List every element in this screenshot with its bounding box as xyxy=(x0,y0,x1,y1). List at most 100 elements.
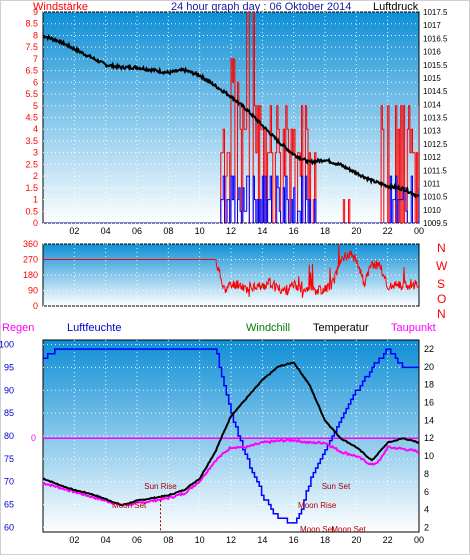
tick-label-direction: 270 xyxy=(23,255,38,265)
tick-label-humidity: 95 xyxy=(4,362,14,372)
tick-label-right: 1013 xyxy=(423,127,441,136)
tick-label-humidity: 80 xyxy=(4,431,14,441)
tick-label-right: 1011 xyxy=(423,179,441,188)
tick-label-right: 1014.5 xyxy=(423,87,448,96)
tick-label-x: 04 xyxy=(101,226,111,236)
tick-label-x: 16 xyxy=(289,535,299,545)
tick-label-x: 22 xyxy=(383,226,393,236)
tick-label-left: 2.5 xyxy=(25,159,38,169)
tick-label-left: 1 xyxy=(33,195,38,205)
tick-label-left: 1.5 xyxy=(25,183,38,193)
tick-label-right: 1015.5 xyxy=(423,61,448,70)
tick-label-x: 06 xyxy=(132,226,142,236)
astro-label: Moon Set xyxy=(300,525,335,534)
tick-label-right: 1016.5 xyxy=(423,34,448,43)
compass-s: S xyxy=(437,277,445,291)
tick-label-right: 1017 xyxy=(423,21,441,30)
series-temperature xyxy=(43,361,419,506)
astro-label: Moon Set xyxy=(112,501,147,510)
tick-label-x: 16 xyxy=(289,226,299,236)
tick-label-right: 1015 xyxy=(423,74,441,83)
header-title: 24 hour graph day : 06 Oktober 2014 xyxy=(171,1,351,13)
tick-labels-layer: 00.511.522.533.544.555.566.577.588.59100… xyxy=(0,7,448,545)
header-right-label: Luftdruck xyxy=(373,1,419,13)
tick-label-x: 06 xyxy=(132,535,142,545)
tick-label-right: 1016 xyxy=(423,48,441,57)
compass-w: W xyxy=(436,259,448,273)
header-left-label: Windstärke xyxy=(33,1,88,13)
tick-label-x: 22 xyxy=(383,535,393,545)
astro-label: Moon Set xyxy=(331,525,366,534)
label-luftfeuchte: Luftfeuchte xyxy=(67,322,121,334)
wind-pressure-series xyxy=(43,12,419,223)
tick-label-left: 6 xyxy=(33,77,38,87)
tick-label-left: 0 xyxy=(33,218,38,228)
tick-label-humidity: 90 xyxy=(4,385,14,395)
compass-labels: N W S O N xyxy=(436,241,448,321)
tick-label-left: 7 xyxy=(33,54,38,64)
tick-label-right: 1013.5 xyxy=(423,114,448,123)
tick-label-left: 5 xyxy=(33,101,38,111)
tick-label-humidity: 60 xyxy=(4,522,14,532)
tick-label-x: 10 xyxy=(195,226,205,236)
tick-label-temperature: 12 xyxy=(424,433,434,443)
tick-label-temperature: 14 xyxy=(424,415,434,425)
tick-label-temperature: 16 xyxy=(424,398,434,408)
tick-label-temperature: 10 xyxy=(424,451,434,461)
tick-label-x: 12 xyxy=(226,535,236,545)
tick-label-left: 2 xyxy=(33,171,38,181)
tick-label-left: 4 xyxy=(33,124,38,134)
tick-label-right: 1011.5 xyxy=(423,166,447,175)
tick-label-right: 1010 xyxy=(423,206,441,215)
temperature-humidity-series xyxy=(43,348,419,524)
tick-label-direction: 0 xyxy=(33,301,38,311)
tick-label-left: 6.5 xyxy=(25,66,38,76)
tick-label-x: 14 xyxy=(257,226,267,236)
label-taupunkt: Taupunkt xyxy=(391,322,436,334)
series-pressure xyxy=(43,34,419,199)
tick-label-left: 8 xyxy=(33,30,38,40)
tick-label-right: 1017.5 xyxy=(423,8,448,17)
series-dewpoint xyxy=(43,438,419,507)
tick-label-temperature: 6 xyxy=(424,487,429,497)
label-regen: Regen xyxy=(2,322,34,334)
tick-label-right: 1012.5 xyxy=(423,140,448,149)
tick-label-x: 08 xyxy=(163,535,173,545)
tick-label-left: 0.5 xyxy=(25,206,38,216)
wind-direction-series xyxy=(43,244,419,298)
tick-label-left: 8.5 xyxy=(25,19,38,29)
tick-label-humidity: 85 xyxy=(4,408,14,418)
series-wind-direction xyxy=(43,244,419,298)
tick-label-right: 1014 xyxy=(423,100,441,109)
tick-label-x: 20 xyxy=(351,226,361,236)
tick-label-left: 5.5 xyxy=(25,89,38,99)
tick-label-right: 1012 xyxy=(423,153,441,162)
astro-label: Sun Rise xyxy=(144,482,177,491)
tick-label-temperature: 20 xyxy=(424,362,434,372)
label-temperatur: Temperatur xyxy=(313,322,369,334)
astro-label: Moon Rise xyxy=(298,501,337,510)
tick-label-x: 00 xyxy=(414,535,424,545)
tick-label-temperature: 22 xyxy=(424,344,434,354)
series-gust xyxy=(43,12,419,223)
compass-o: O xyxy=(437,292,446,306)
series-wind xyxy=(43,175,419,223)
tick-label-left: 3 xyxy=(33,148,38,158)
tick-label-x: 14 xyxy=(257,535,267,545)
tick-label-direction: 180 xyxy=(23,270,38,280)
compass-n-top: N xyxy=(437,241,446,255)
tick-label-x: 00 xyxy=(414,226,424,236)
tick-label-x: 18 xyxy=(320,535,330,545)
tick-label-x: 20 xyxy=(351,535,361,545)
tick-label-humidity: 75 xyxy=(4,454,14,464)
tick-label-left: 3.5 xyxy=(25,136,38,146)
tick-label-x: 10 xyxy=(195,535,205,545)
tick-label-x: 12 xyxy=(226,226,236,236)
tick-label-x: 04 xyxy=(101,535,111,545)
tick-label-x: 02 xyxy=(69,535,79,545)
compass-n-bottom: N xyxy=(437,307,446,321)
tick-label-temperature: 2 xyxy=(424,523,429,533)
tick-label-humidity: 100 xyxy=(0,340,14,350)
tick-label-humidity: 70 xyxy=(4,477,14,487)
